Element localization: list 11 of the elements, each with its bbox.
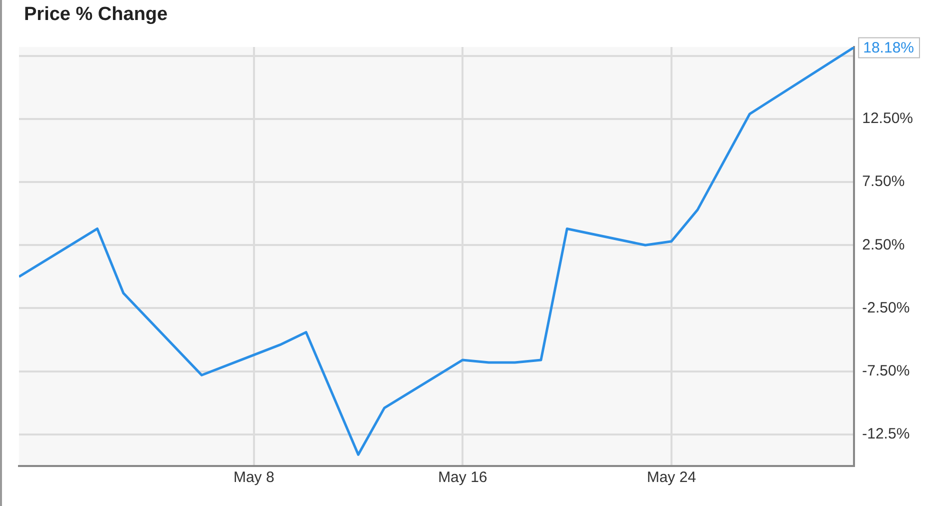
y-tick-label: 12.50% — [862, 110, 913, 128]
y-tick-label: -12.5% — [862, 426, 910, 443]
y-tick-label: -7.50% — [862, 362, 910, 380]
annotation: 18.18% — [863, 39, 914, 56]
chart-title: Price % Change — [24, 4, 168, 26]
x-tick-label: May 16 — [438, 469, 488, 486]
x-tick-label: May 8 — [233, 469, 274, 486]
y-tick-label: 2.50% — [862, 236, 905, 254]
x-tick-label: May 24 — [646, 469, 696, 486]
y-tick-label: -2.50% — [862, 299, 910, 316]
y-tick-label: 7.50% — [862, 173, 905, 190]
